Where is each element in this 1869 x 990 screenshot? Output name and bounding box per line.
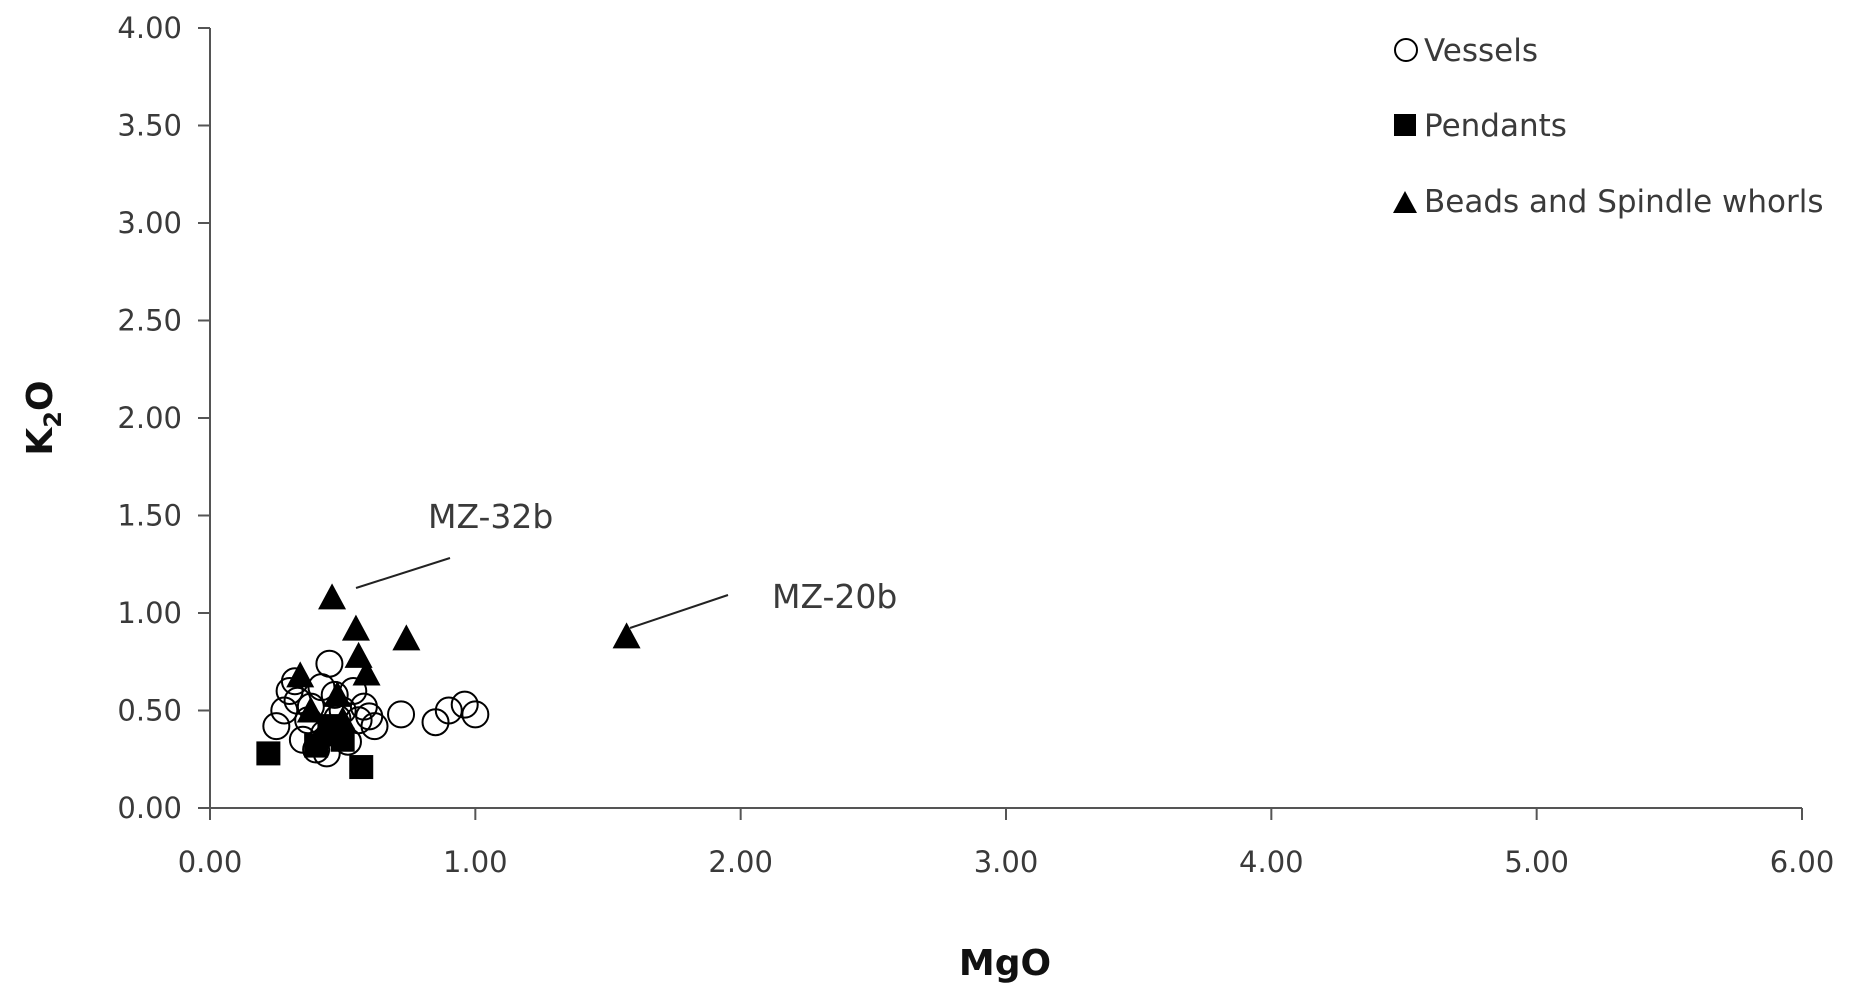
legend-circle-icon xyxy=(1394,38,1418,62)
svg-text:K2O: K2O xyxy=(20,380,67,455)
data-point-bead xyxy=(318,583,347,610)
annotation-mz-20b-label: MZ-20b xyxy=(772,577,897,616)
data-point-bead xyxy=(341,614,370,641)
data-point-pendant xyxy=(349,755,374,780)
legend-label-pendants: Pendants xyxy=(1424,108,1567,144)
x-tick-label: 6.00 xyxy=(1770,845,1835,879)
y-tick-label: 0.50 xyxy=(117,694,182,728)
y-tick-label: 1.50 xyxy=(117,499,182,533)
data-point-pendant xyxy=(256,741,281,766)
y-tick-label: 1.00 xyxy=(117,596,182,630)
data-point-bead xyxy=(307,719,336,746)
x-tick-label: 1.00 xyxy=(443,845,508,879)
y-tick-label: 3.50 xyxy=(117,109,182,143)
data-point-bead xyxy=(323,680,352,707)
annotation-mz-20b: MZ-20b xyxy=(629,577,897,629)
x-tick-label: 2.00 xyxy=(708,845,773,879)
y-axis-title-main: K xyxy=(20,427,61,456)
legend-square-icon xyxy=(1394,114,1416,136)
legend-item-vessels: Vessels xyxy=(1394,33,1538,69)
annotation-mz-32b-arrow xyxy=(355,557,451,589)
legend-item-beads: Beads and Spindle whorls xyxy=(1393,184,1824,220)
series-beads-and-spindle-whorls xyxy=(286,583,641,746)
data-point-vessel xyxy=(461,700,490,729)
data-point-bead xyxy=(612,622,641,649)
data-point-vessel xyxy=(355,702,384,731)
data-point-vessel xyxy=(434,696,463,725)
data-point-vessel xyxy=(262,712,291,741)
data-point-vessel xyxy=(450,690,479,719)
data-point-bead xyxy=(296,696,325,723)
data-point-bead xyxy=(392,624,421,651)
annotation-mz-32b-label: MZ-32b xyxy=(428,497,553,536)
y-axis-title-end: O xyxy=(20,380,61,411)
data-point-vessel xyxy=(320,680,349,709)
data-point-vessel xyxy=(315,649,344,678)
y-tick-label: 4.00 xyxy=(117,11,182,45)
data-point-vessel xyxy=(360,712,389,741)
legend: Vessels Pendants Beads and Spindle whorl… xyxy=(1393,33,1824,220)
x-axis-ticks: 0.00 1.00 2.00 3.00 4.00 5.00 6.00 xyxy=(178,808,1835,879)
x-tick-label: 4.00 xyxy=(1239,845,1304,879)
y-axis-title-subscript: 2 xyxy=(39,411,67,428)
annotation-mz-20b-arrow xyxy=(629,594,729,629)
data-point-bead xyxy=(352,659,381,686)
y-tick-label: 3.00 xyxy=(117,206,182,240)
x-tick-label: 5.00 xyxy=(1504,845,1569,879)
y-tick-label: 2.50 xyxy=(117,304,182,338)
y-tick-label: 2.00 xyxy=(117,401,182,435)
y-axis-title: K2O xyxy=(20,380,67,455)
data-point-bead xyxy=(286,661,315,688)
legend-item-pendants: Pendants xyxy=(1394,108,1567,144)
data-point-bead xyxy=(328,706,357,733)
legend-label-beads: Beads and Spindle whorls xyxy=(1424,184,1824,220)
x-tick-label: 3.00 xyxy=(974,845,1039,879)
x-axis-title: MgO xyxy=(959,943,1051,984)
data-point-vessel xyxy=(387,700,416,729)
y-tick-label: 0.00 xyxy=(117,791,182,825)
y-axis-ticks: 0.00 0.50 1.00 1.50 2.00 2.50 3.00 3.50 4.00 xyxy=(117,11,210,825)
legend-triangle-icon xyxy=(1393,191,1417,213)
x-tick-label: 0.00 xyxy=(178,845,243,879)
annotation-mz-32b: MZ-32b xyxy=(355,497,553,589)
plot-area xyxy=(256,583,641,780)
legend-label-vessels: Vessels xyxy=(1424,33,1538,69)
